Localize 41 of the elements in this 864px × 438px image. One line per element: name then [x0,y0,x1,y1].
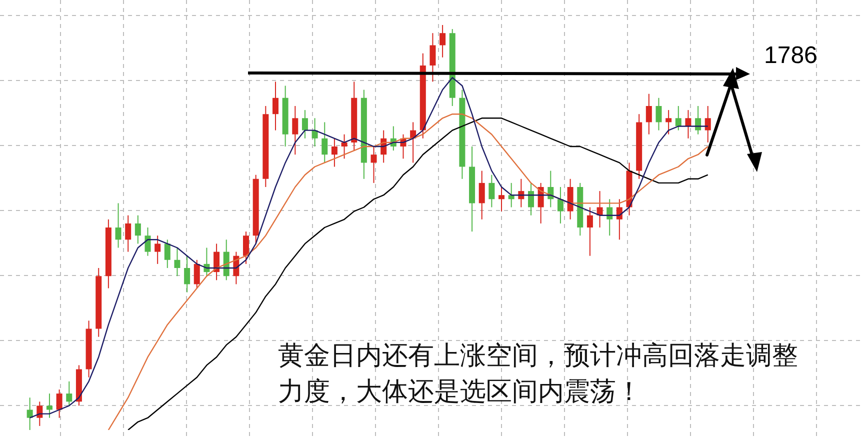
candlestick [164,239,170,268]
candlestick [134,214,141,244]
candlestick [498,186,505,212]
candlestick [36,401,43,426]
candlestick [695,106,702,135]
candlestick [56,389,62,418]
candlestick [508,182,514,208]
candlestick [430,32,436,82]
candlestick [194,259,200,289]
candlestick [154,235,161,264]
candlestick [322,122,328,164]
candlestick [685,110,692,139]
candlestick [440,24,446,58]
candlestick [184,255,190,293]
candlestick [370,146,377,184]
candlestick [302,110,308,139]
candlestick [704,106,711,143]
candlestick [341,134,348,160]
candlestick [488,174,495,208]
candlestick [646,93,652,135]
text: 1786 [764,42,818,70]
candlestick [606,198,613,236]
candlestick [586,206,593,256]
candlestick [125,214,132,252]
candlestick [557,186,564,224]
candlestick [331,138,338,168]
candlestick [528,182,534,216]
candlestick [243,231,250,264]
candlestick [675,106,682,131]
candlestick [666,110,672,135]
candlestick [478,170,485,220]
candlestick [656,97,662,131]
candlestick [272,81,278,131]
candlestick [292,106,298,156]
candlestick [26,397,33,430]
candlestick [46,393,52,418]
candlestick [144,227,151,256]
candlestick [174,247,180,277]
candlestick [115,202,122,248]
candlestick [66,380,72,406]
annotation: 黄金日内还有上涨空间，预计冲高回落走调整力度，大体还是选区间内震荡！ [278,340,799,409]
